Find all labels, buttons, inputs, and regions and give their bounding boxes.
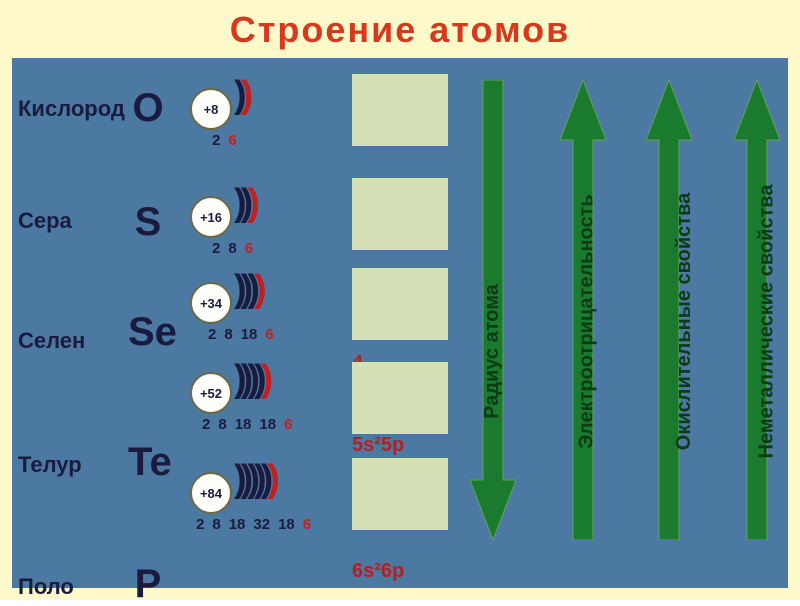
element-name: Селен [18,328,118,354]
electron-counts: 26 [212,132,245,149]
nucleus-charge: +8 [190,88,232,130]
element-name: Сера [18,208,118,234]
nucleus-charge: +16 [190,196,232,238]
electron-shells: ))) [234,182,254,225]
electron-shells: ))))) [234,358,267,401]
trend-arrow: Окислительные свойства [646,80,692,540]
config-box [352,74,448,146]
element-symbol: Se [128,312,168,352]
electron-counts: 286 [212,240,261,257]
arrows-area: Радиус атома Электроотрицательность Окисли… [470,70,790,550]
electron-shells: )) [234,74,247,117]
trend-arrow-label: Радиус атома [481,284,504,419]
header: Строение атомов [0,0,800,60]
trend-arrow: Электроотрицательность [560,80,606,540]
config-box [352,458,448,530]
trend-arrow-label: Электроотрицательность [576,194,599,448]
nucleus-charge: +34 [190,282,232,324]
trend-arrow: Неметаллические свойства [734,80,780,540]
element-symbol: S [128,202,168,242]
trend-arrow-label: Окислительные свойства [673,193,696,450]
electron-counts: 2818186 [202,416,300,433]
nucleus-charge: +52 [190,372,232,414]
config-text: 5s²5p [352,434,404,457]
trend-arrow-label: Неметаллические свойства [755,185,778,459]
trend-arrow: Радиус атома [470,80,516,540]
config-text: 6s²6p [352,560,404,583]
config-box [352,268,448,340]
electron-counts: 28186 [208,326,282,343]
element-symbol: O [128,88,168,128]
electron-shells: )))) [234,268,261,311]
config-box [352,362,448,434]
element-name: Кислород [18,96,118,122]
element-symbol: P [128,564,168,604]
nucleus-charge: +84 [190,472,232,514]
page-title: Строение атомов [230,9,571,51]
electron-shells: )))))) [234,458,274,501]
config-box [352,178,448,250]
element-name: Поло [18,574,118,600]
page-root: Строение атомов Кислород O +8)) 26 Сера S +16)… [0,0,800,600]
electron-counts: 281832186 [196,516,319,533]
